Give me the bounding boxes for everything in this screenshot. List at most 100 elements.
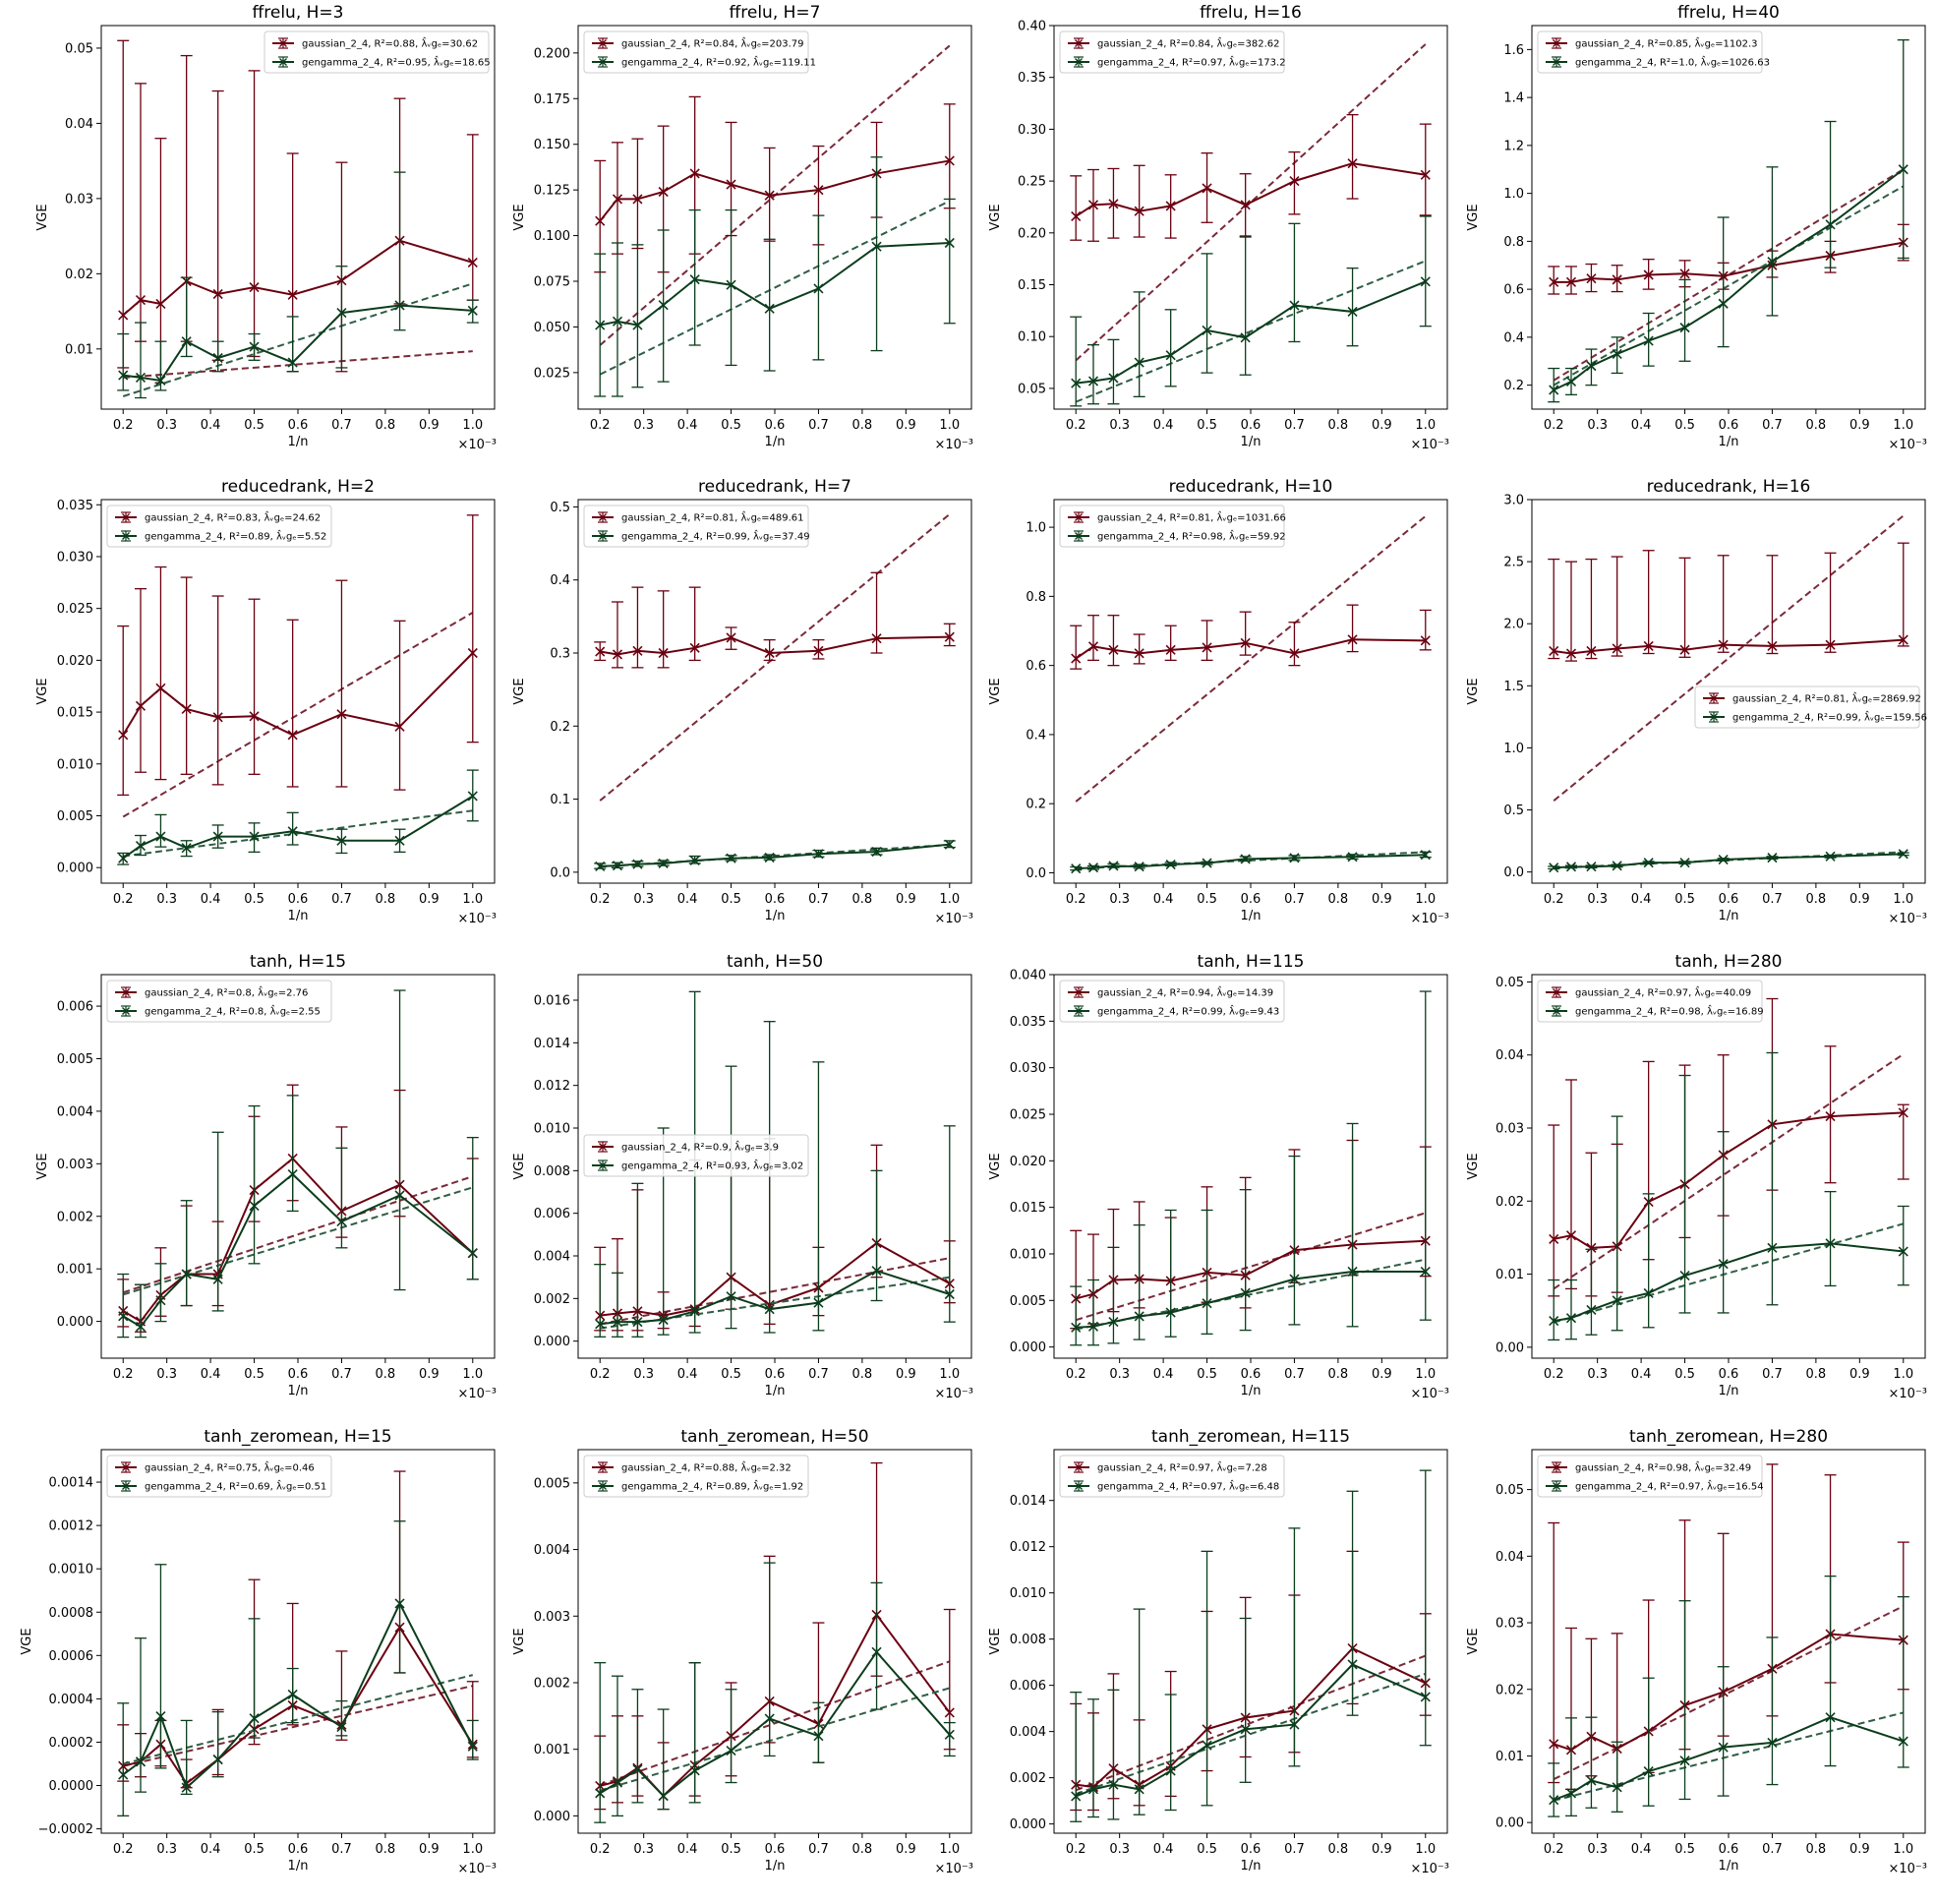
- x-tick-label: 0.8: [376, 892, 396, 907]
- x-scale-label: ×10⁻³: [1410, 912, 1449, 926]
- x-tick-label: 0.8: [852, 1367, 873, 1382]
- y-tick-label: 0.000: [57, 862, 93, 876]
- y-tick-label: 0.125: [534, 184, 570, 199]
- y-tick-label: 0.02: [1496, 1683, 1524, 1697]
- data-point: [726, 179, 736, 190]
- x-tick-label: 1.0: [1415, 1842, 1436, 1857]
- y-tick-label: 0.025: [57, 602, 93, 617]
- subplot: ffrelu, H=7 0.2 0.3 0.4 0.5 0.6 0.7 0.8 0.9 1.0 ×1…: [512, 3, 973, 452]
- data-point: [1071, 653, 1082, 664]
- series-line: [122, 652, 474, 737]
- subplot-title: tanh_zeromean, H=280: [1629, 1427, 1828, 1447]
- y-tick-label: 0.075: [534, 275, 570, 290]
- data-point: [1718, 1742, 1729, 1753]
- data-point: [1420, 276, 1431, 287]
- data-point: [1549, 645, 1559, 657]
- fit-line: [1075, 260, 1427, 403]
- x-tick-label: 0.3: [1109, 418, 1130, 433]
- x-tick-label: 0.6: [1241, 1842, 1261, 1857]
- data-point: [1165, 644, 1176, 655]
- x-tick-label: 0.8: [376, 418, 396, 433]
- x-tick-label: 0.3: [1109, 1367, 1130, 1382]
- x-tick-label: 0.3: [1587, 892, 1608, 907]
- fit-line: [599, 513, 951, 802]
- legend-frame: [583, 505, 809, 548]
- data-point: [764, 1304, 775, 1315]
- data-point: [336, 835, 347, 846]
- x-tick-label: 0.7: [808, 418, 829, 433]
- data-point: [212, 288, 223, 300]
- legend-label: gaussian_2_4, R²=0.8, λ̂ᵥgₑ=2.76: [145, 985, 308, 999]
- legend-marker: [1553, 1463, 1560, 1471]
- legend: gaussian_2_4, R²=0.81, λ̂ᵥgₑ=2869.92 geng…: [1694, 685, 1927, 729]
- y-tick-label: 0.03: [1496, 1617, 1524, 1632]
- y-axis-label: VGE: [35, 1153, 50, 1179]
- subplot: tanh, H=115 0.2 0.3 0.4 0.5 0.6 0.7 0.8 0.9 1.0 ×1…: [988, 952, 1449, 1401]
- data-point: [118, 730, 129, 741]
- x-tick-label: 0.4: [201, 1842, 221, 1857]
- legend-marker: [599, 1482, 607, 1490]
- data-point: [1108, 644, 1119, 655]
- data-point: [1289, 1719, 1300, 1730]
- data-point: [287, 826, 298, 837]
- data-point: [944, 1729, 955, 1740]
- data-point: [1202, 1298, 1212, 1309]
- x-tick-label: 1.0: [1893, 1842, 1913, 1857]
- x-tick-label: 0.2: [1544, 1842, 1564, 1857]
- y-tick-label: 0.010: [1010, 1247, 1046, 1262]
- data-point: [1565, 376, 1577, 387]
- legend-frame: [1537, 980, 1763, 1023]
- x-tick-label: 0.4: [1631, 418, 1652, 433]
- x-tick-label: 1.0: [462, 418, 483, 433]
- x-tick-label: 1.0: [462, 1367, 483, 1382]
- data-point: [1240, 1287, 1251, 1298]
- y-tick-label: 0.10: [1018, 330, 1046, 345]
- data-point: [1679, 1270, 1690, 1281]
- series-line: [1553, 1633, 1904, 1752]
- data-point: [612, 649, 623, 660]
- x-tick-label: 0.6: [765, 1842, 786, 1857]
- x-tick-label: 0.2: [1544, 892, 1564, 907]
- y-tick-label: 0.35: [1018, 71, 1046, 86]
- y-tick-label: 0.002: [534, 1676, 570, 1691]
- data-point: [1108, 861, 1119, 871]
- legend-label: gengamma_2_4, R²=0.92, λ̂ᵥgₑ=119.11: [621, 55, 816, 69]
- legend-label: gengamma_2_4, R²=0.99, λ̂ᵥgₑ=159.56: [1732, 710, 1927, 724]
- legend-label: gengamma_2_4, R²=0.97, λ̂ᵥgₑ=6.48: [1097, 1479, 1279, 1493]
- data-point: [1549, 863, 1559, 873]
- x-tick-label: 0.8: [1806, 1367, 1827, 1382]
- plot-area: [117, 514, 479, 865]
- legend-marker: [599, 1161, 607, 1169]
- y-tick-label: 0.30: [1018, 123, 1046, 138]
- subplot: tanh_zeromean, H=50 0.2 0.3 0.4 0.5 0.6 0.7 0.8…: [512, 1427, 973, 1876]
- y-tick-label: 0.035: [1010, 1015, 1046, 1030]
- data-point: [1643, 335, 1654, 346]
- y-tick-label: 0.2: [1503, 379, 1524, 393]
- legend-label: gaussian_2_4, R²=0.9, λ̂ᵥgₑ=3.9: [621, 1140, 779, 1154]
- y-tick-label: 0.175: [534, 92, 570, 107]
- x-tick-label: 0.4: [1153, 1842, 1174, 1857]
- fit-line: [1553, 1053, 1905, 1290]
- y-tick-label: 0.200: [534, 46, 570, 61]
- legend-marker: [599, 1143, 607, 1151]
- x-tick-label: 0.5: [244, 1367, 264, 1382]
- data-point: [1087, 1784, 1099, 1795]
- y-tick-label: 0.8: [1503, 235, 1524, 250]
- x-tick-label: 0.6: [765, 892, 786, 907]
- series-line: [1553, 1716, 1905, 1802]
- x-tick-label: 0.7: [331, 1842, 352, 1857]
- data-point: [181, 1782, 192, 1793]
- data-point: [1565, 1230, 1577, 1241]
- legend-marker: [599, 532, 607, 540]
- x-tick-label: 1.0: [939, 892, 960, 907]
- data-point: [632, 645, 643, 656]
- data-point: [1108, 1779, 1119, 1790]
- data-point: [1586, 645, 1597, 657]
- data-point: [212, 831, 223, 842]
- data-point: [1289, 300, 1300, 311]
- x-tick-label: 0.7: [1762, 418, 1783, 433]
- y-tick-label: 3.0: [1503, 494, 1524, 508]
- fit-line: [1075, 1672, 1427, 1796]
- x-tick-label: 0.8: [1328, 1367, 1349, 1382]
- data-point: [1347, 306, 1358, 317]
